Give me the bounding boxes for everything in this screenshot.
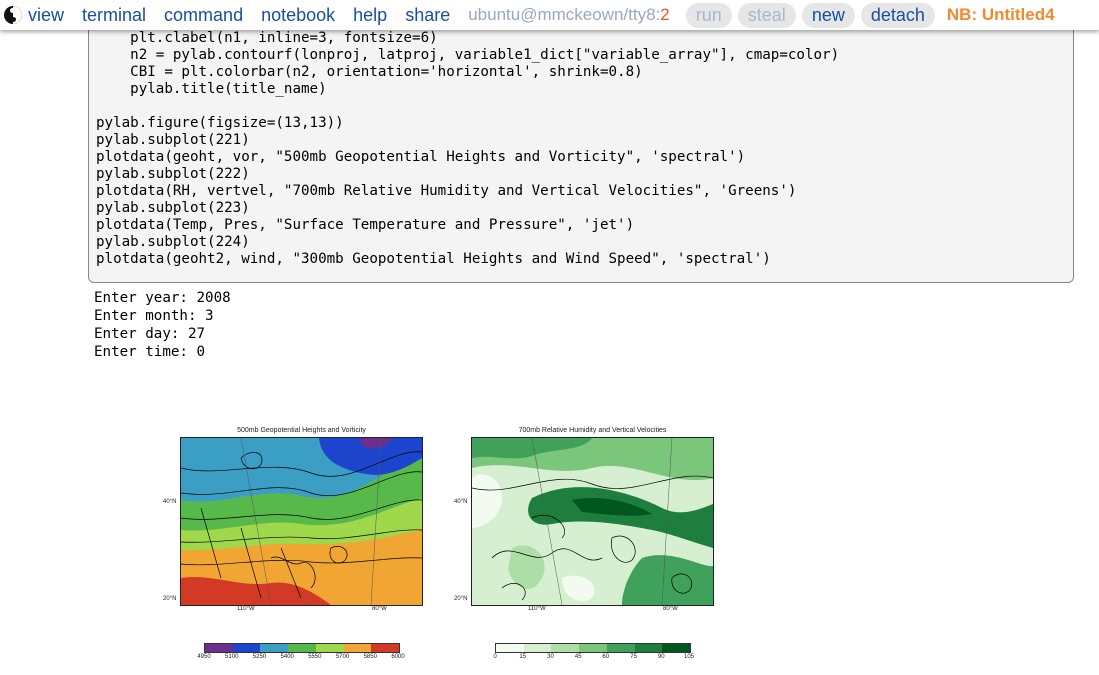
- colorbar-tick: 4950: [197, 654, 211, 660]
- code-cell[interactable]: plt.clabel(n1, inline=3, fontsize=6) n2 …: [88, 20, 1074, 283]
- colorbar-swatch: [205, 644, 233, 652]
- code-line: plotdata(geoht, vor, "500mb Geopotential…: [96, 149, 746, 165]
- plot2-lon-label: 110°W: [528, 606, 546, 612]
- plot1-lat-label: 20°N: [163, 596, 177, 602]
- plot1-lat-label: 40°N: [163, 499, 177, 505]
- colorbar-swatch: [551, 644, 580, 652]
- menu-command[interactable]: command: [164, 4, 244, 25]
- colorbar-tick: 75: [630, 654, 637, 660]
- colorbar-tick: 5400: [280, 654, 294, 660]
- colorbar-tick: 5700: [335, 654, 350, 660]
- colorbar-swatch: [496, 644, 524, 652]
- output-line: Enter day: 27: [94, 326, 206, 342]
- detach-button[interactable]: detach: [860, 2, 935, 28]
- code-line: pylab.subplot(224): [96, 234, 250, 250]
- code-line: plotdata(RH, vertvel, "700mb Relative Hu…: [96, 183, 797, 199]
- colorbar-swatch: [315, 644, 344, 652]
- plot1-colorbar: [204, 643, 400, 653]
- output-line: Enter month: 3: [94, 308, 214, 324]
- code-editor[interactable]: plt.clabel(n1, inline=3, fontsize=6) n2 …: [96, 30, 839, 268]
- plot1-contour-image: [181, 438, 422, 605]
- colorbar-tick: 30: [547, 654, 554, 660]
- menu-notebook[interactable]: notebook: [261, 4, 336, 25]
- output-line: Enter time: 0: [94, 344, 206, 360]
- colorbar-tick: 6000: [391, 654, 405, 660]
- code-line: pylab.subplot(223): [96, 200, 250, 216]
- code-line: pylab.figure(figsize=(13,13)): [96, 115, 344, 131]
- top-menu-bar: view terminal command notebook help shar…: [0, 0, 1099, 30]
- code-line: pylab.subplot(222): [96, 166, 250, 182]
- colorbar-swatch: [606, 644, 635, 652]
- colorbar-swatch: [579, 644, 607, 652]
- colorbar-swatch: [371, 644, 400, 652]
- plot2-title: 700mb Relative Humidity and Vertical Vel…: [518, 427, 667, 434]
- colorbar-swatch: [232, 644, 261, 652]
- plot1-lon-label: 80°W: [372, 606, 387, 612]
- code-line: plotdata(Temp, Pres, "Surface Temperatur…: [96, 217, 635, 233]
- session-name: ubuntu@mmckeown/tty8:: [468, 5, 661, 24]
- code-line: n2 = pylab.contourf(lonproj, latproj, va…: [96, 47, 840, 63]
- colorbar-tick: 5550: [308, 654, 322, 660]
- colorbar-tick: 5250: [252, 654, 267, 660]
- menu-view[interactable]: view: [28, 4, 65, 25]
- colorbar-tick: 90: [657, 654, 665, 660]
- code-line: plt.clabel(n1, inline=3, fontsize=6): [96, 30, 438, 46]
- colorbar-tick: 15: [519, 654, 527, 660]
- colorbar-swatch: [662, 644, 691, 652]
- plot2-contour-image: [472, 438, 713, 605]
- plot1-title: 500mb Geopotential Heights and Vorticity: [237, 427, 366, 434]
- plot2-lat-label: 20°N: [454, 596, 468, 602]
- colorbar-swatch: [634, 644, 663, 652]
- plot2-colorbar: [495, 643, 691, 653]
- plot2-lat-label: 40°N: [454, 499, 468, 505]
- run-button[interactable]: run: [685, 2, 732, 28]
- colorbar-tick: 0: [493, 654, 497, 660]
- plot2-colorbar-ticks: 0 15 30 45 60 75 90 105: [493, 654, 694, 662]
- cell-output: Enter year: 2008 Enter month: 3 Enter da…: [94, 289, 231, 361]
- colorbar-swatch: [288, 644, 316, 652]
- colorbar-swatch: [260, 644, 289, 652]
- output-line: Enter year: 2008: [94, 290, 231, 306]
- session-count: 2: [660, 5, 670, 24]
- yin-yang-logo-icon[interactable]: [4, 6, 22, 24]
- menu-share[interactable]: share: [405, 4, 451, 25]
- session-label: ubuntu@mmckeown/tty8:2: [468, 5, 670, 25]
- notebook-name[interactable]: NB: Untitled4: [946, 5, 1055, 24]
- colorbar-tick: 60: [602, 654, 610, 660]
- colorbar-swatch: [343, 644, 372, 652]
- plot1-lon-label: 110°W: [237, 606, 255, 612]
- plot1-map: [180, 437, 423, 606]
- code-line: pylab.title(title_name): [96, 81, 327, 97]
- menu-help[interactable]: help: [353, 4, 388, 25]
- colorbar-tick: 5100: [225, 654, 239, 660]
- plot2-lon-label: 80°W: [663, 606, 678, 612]
- new-button[interactable]: new: [801, 2, 855, 28]
- menu-terminal[interactable]: terminal: [82, 4, 147, 25]
- plot1-colorbar-ticks: 4950 5100 5250 5400 5550 5700 5850 6000: [197, 654, 404, 662]
- steal-button[interactable]: steal: [737, 2, 796, 28]
- colorbar-tick: 5850: [363, 654, 377, 660]
- plot2-map: [471, 437, 714, 606]
- colorbar-swatch: [523, 644, 552, 652]
- code-line: plotdata(geoht2, wind, "300mb Geopotenti…: [96, 251, 771, 267]
- colorbar-tick: 45: [574, 654, 582, 660]
- code-line: CBI = plt.colorbar(n2, orientation='hori…: [96, 64, 643, 80]
- code-line: pylab.subplot(221): [96, 132, 250, 148]
- colorbar-tick: 105: [683, 654, 695, 660]
